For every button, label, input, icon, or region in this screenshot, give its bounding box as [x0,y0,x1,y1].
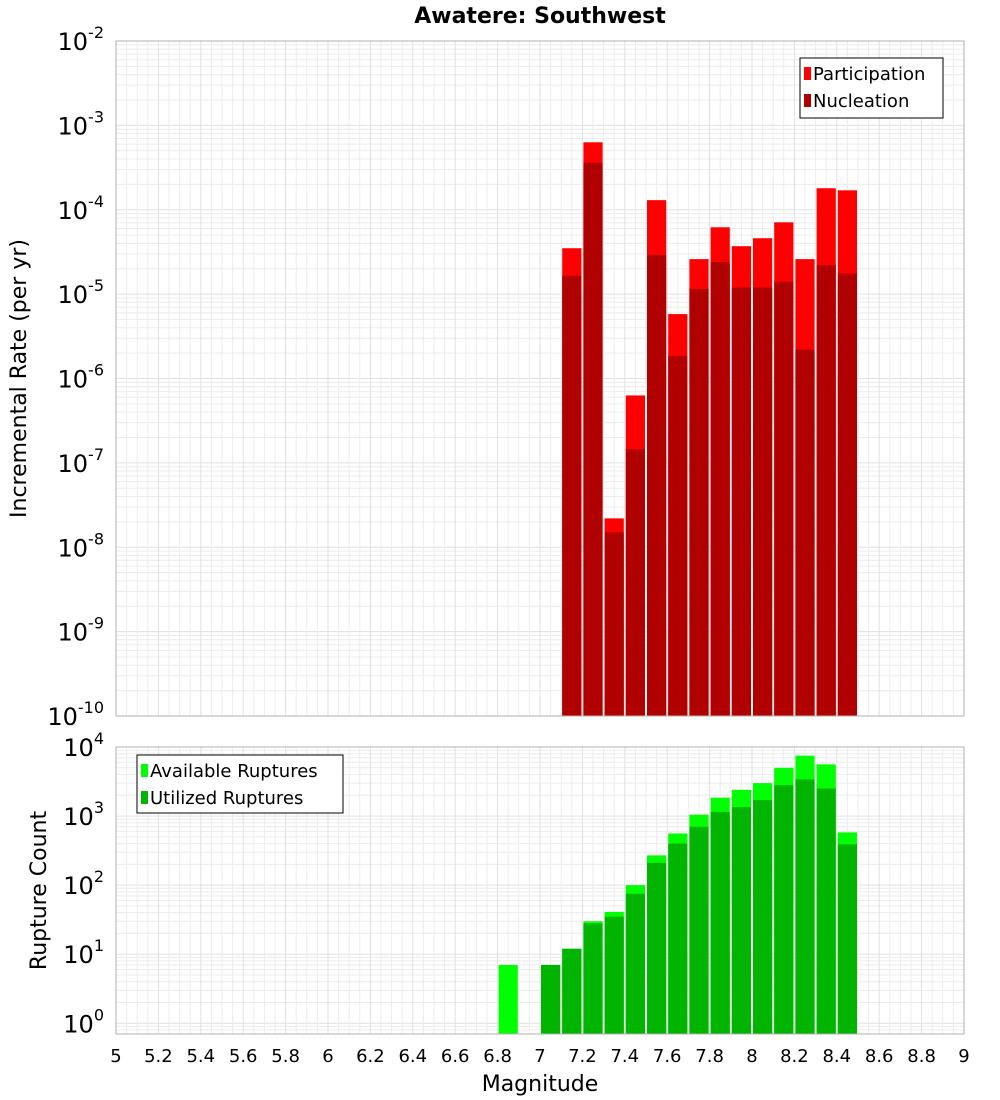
x-tick-label: 8.8 [907,1046,936,1067]
legend-swatch [804,94,811,107]
legend: Participation Nucleation [799,57,944,119]
x-tick-label: 7.2 [568,1046,597,1067]
x-tick-label: 6.8 [483,1046,512,1067]
y-tick-label: 10-4 [58,192,105,225]
bar-nucleation [625,449,645,716]
bar-nucleation [583,162,603,716]
plot-frame [115,746,965,1035]
plot-frame [115,40,965,717]
legend-box [136,754,344,814]
bar-nucleation [837,273,857,716]
x-tick-label: 7.8 [695,1046,724,1067]
bar-utilized-ruptures [710,811,730,1034]
y-tick-label: 102 [63,867,104,900]
y-tick-label: 10-5 [58,276,105,309]
legend: Available Ruptures Utilized Ruptures [136,754,344,814]
x-tick-label: 7.4 [610,1046,639,1067]
legend-label: Utilized Ruptures [150,788,303,809]
x-tick-label: 6.6 [441,1046,470,1067]
bar-available-ruptures [498,964,518,1034]
bar-nucleation [710,262,730,716]
x-tick-label: 6.4 [398,1046,427,1067]
x-tick-label: 5 [110,1046,121,1067]
y-tick-label: 104 [63,729,104,762]
y-tick-label: 10-9 [58,614,105,647]
bar-utilized-ruptures [753,800,773,1034]
y-tick-label: 103 [63,798,104,831]
y-tick-label: 10-7 [58,445,105,478]
x-axis-label: Magnitude [482,1072,599,1097]
y-tick-label: 10-6 [58,361,105,394]
bar-utilized-ruptures [625,893,645,1034]
y-tick-label: 10-2 [58,23,105,56]
x-tick-label: 8.2 [780,1046,809,1067]
bar-utilized-ruptures [541,964,561,1034]
bar-nucleation [562,275,582,716]
x-tick-label: 7 [534,1046,545,1067]
x-tick-label: 5.4 [186,1046,215,1067]
bar-nucleation [668,355,688,716]
x-tick-label: 5.6 [229,1046,258,1067]
bar-utilized-ruptures [604,916,624,1034]
bar-nucleation [753,287,773,716]
bar-nucleation [774,281,794,716]
bar-utilized-ruptures [731,807,751,1034]
bar-utilized-ruptures [795,779,815,1034]
y-axis-label: Rupture Count [27,811,52,971]
bar-nucleation [816,265,836,716]
legend-swatch [141,791,148,804]
panel-0: 10-10 10-9 10-8 10-7 10-6 10-5 10-4 10-3 10-2 Inc… [7,23,965,731]
bar-utilized-ruptures [647,862,667,1034]
x-tick-label: 7.6 [653,1046,682,1067]
bar-nucleation [689,289,709,716]
y-tick-label: 101 [63,936,104,969]
chart-title: Awatere: Southwest [414,4,666,29]
legend-label: Nucleation [813,91,909,112]
legend-box [799,57,944,119]
x-tick-label: 6 [322,1046,333,1067]
bar-utilized-ruptures [774,785,794,1034]
x-tick-label: 9 [958,1046,969,1067]
y-tick-label: 100 [63,1005,104,1038]
bar-nucleation [604,532,624,716]
bar-utilized-ruptures [562,948,582,1034]
y-tick-label: 10-3 [58,107,105,140]
y-tick-label: 10-10 [47,698,104,731]
panel-1: 100 101 102 103 104 Rupture Count 5 5.2 5.4 5.6 5.… [27,729,970,1097]
legend-label: Participation [813,64,925,85]
x-tick-label: 6.2 [356,1046,385,1067]
bar-nucleation [647,255,667,716]
bar-nucleation [795,349,815,716]
x-tick-label: 5.8 [271,1046,300,1067]
x-tick-label: 8 [746,1046,757,1067]
bar-nucleation [731,287,751,716]
y-tick-label: 10-8 [58,529,105,562]
bar-utilized-ruptures [816,788,836,1034]
x-tick-label: 8.4 [822,1046,851,1067]
legend-label: Available Ruptures [150,761,318,782]
x-tick-label: 5.2 [144,1046,173,1067]
bar-utilized-ruptures [583,923,603,1034]
y-axis-label: Incremental Rate (per yr) [7,239,32,518]
x-tick-label: 8.6 [865,1046,894,1067]
bar-utilized-ruptures [668,843,688,1034]
legend-swatch [141,764,148,777]
bar-utilized-ruptures [689,826,709,1034]
bar-utilized-ruptures [837,844,857,1034]
legend-swatch [804,67,811,80]
